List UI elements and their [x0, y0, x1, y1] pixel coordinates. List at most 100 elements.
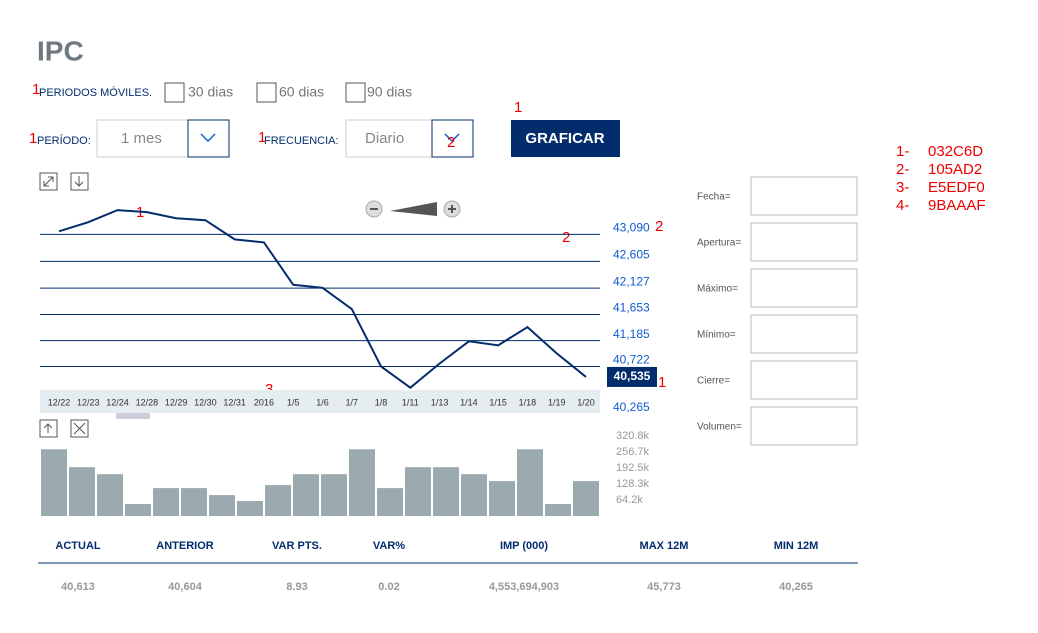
- y-tick-label: 41,185: [613, 327, 650, 341]
- legend-key: 1-: [896, 143, 909, 160]
- field-label: Fecha=: [697, 192, 731, 203]
- field-label: Volumen=: [697, 422, 742, 433]
- annotation: 1: [32, 81, 40, 98]
- x-tick-label: 12/22: [48, 397, 71, 407]
- dropdown-button[interactable]: [187, 119, 230, 158]
- x-tick-label: 2016: [254, 397, 274, 407]
- volume-bar: [461, 474, 487, 516]
- frequency-value: Diario: [365, 130, 404, 147]
- volume-bar: [293, 474, 319, 516]
- field-label: Apertura=: [697, 238, 741, 249]
- y-tick-label: 192.5k: [616, 462, 650, 474]
- volume-bar: [237, 501, 263, 516]
- x-tick-label: 1/11: [402, 397, 419, 407]
- legend-key: 2-: [896, 161, 909, 178]
- checkbox[interactable]: [345, 82, 366, 103]
- legend-value: 105AD2: [928, 161, 982, 178]
- volume-bar: [573, 481, 599, 516]
- y-tick-label: 40,265: [613, 400, 650, 414]
- annotation: 1: [29, 130, 37, 147]
- legend-value: 032C6D: [928, 143, 983, 160]
- last-value-box: [607, 366, 657, 387]
- x-tick-label: 1/5: [287, 397, 300, 407]
- scroll-handle[interactable]: [116, 413, 150, 419]
- icon: [73, 422, 86, 435]
- stat-header: IMP (000): [500, 540, 548, 552]
- annotation: 2: [562, 229, 570, 246]
- stat-value: 8.93: [286, 581, 307, 593]
- icon: [43, 176, 54, 187]
- option: 90 dias: [367, 84, 412, 100]
- stat-header: ACTUAL: [55, 540, 100, 552]
- field-box: [750, 314, 858, 354]
- volume-bar: [321, 474, 347, 516]
- y-tick-label: 43,090: [613, 221, 650, 235]
- frequency-label: FRECUENCIA:: [264, 135, 339, 147]
- x-tick-label: 12/30: [194, 397, 217, 407]
- x-axis-band: [40, 390, 600, 413]
- icon: [370, 208, 378, 210]
- stat-value: 40,613: [61, 581, 95, 593]
- annotation: 1: [514, 99, 522, 116]
- x-tick-label: 1/19: [548, 397, 566, 407]
- volume-bar: [489, 481, 515, 516]
- annotation: 3: [265, 381, 273, 398]
- x-tick-label: 12/23: [77, 397, 100, 407]
- checkbox[interactable]: [256, 82, 277, 103]
- field-box: [750, 268, 858, 308]
- last-value-label: 40,535: [614, 369, 651, 383]
- volume-bar: [209, 495, 235, 516]
- x-tick-label: 1/8: [375, 397, 388, 407]
- volume-bar: [265, 485, 291, 516]
- volume-bar: [349, 449, 375, 516]
- x-tick-label: 1/6: [316, 397, 329, 407]
- volume-bar: [405, 467, 431, 516]
- volume-bar: [69, 467, 95, 516]
- annotation: 1: [258, 129, 266, 146]
- field-label: Mínimo=: [697, 330, 736, 341]
- volume-bar: [181, 488, 207, 516]
- stat-header: ANTERIOR: [156, 540, 214, 552]
- period-value: 1 mes: [121, 130, 162, 147]
- dropdown-button[interactable]: [431, 119, 474, 158]
- annotation: 2: [447, 134, 455, 151]
- y-tick-label: 41,653: [613, 301, 650, 315]
- x-tick-label: 12/31: [223, 397, 246, 407]
- annotation: 2: [655, 218, 663, 235]
- volume-bar: [433, 467, 459, 516]
- chevron: [200, 133, 216, 143]
- stat-header: MIN 12M: [774, 540, 819, 552]
- y-tick-label: 42,127: [613, 274, 650, 288]
- zoom-slider[interactable]: [390, 202, 437, 216]
- icon: [74, 176, 84, 187]
- y-tick-label: 256.7k: [616, 446, 650, 458]
- x-tick-label: 1/14: [460, 397, 478, 407]
- legend-value: E5EDF0: [928, 179, 985, 196]
- icon: [448, 205, 456, 213]
- x-tick-label: 12/24: [106, 397, 129, 407]
- field-box: [750, 176, 858, 216]
- legend-key: 4-: [896, 197, 909, 214]
- legend-value: 9BAAAF: [928, 197, 986, 214]
- y-tick-label: 320.8k: [616, 430, 650, 442]
- x-tick-label: 1/7: [346, 397, 359, 407]
- x-tick-label: 12/29: [165, 397, 188, 407]
- field-box: [750, 406, 858, 446]
- stat-value: 45,773: [647, 581, 681, 593]
- y-tick-label: 42,605: [613, 248, 650, 262]
- field-box: [750, 222, 858, 262]
- checkbox[interactable]: [164, 82, 185, 103]
- volume-bar: [41, 449, 67, 516]
- stat-value: 0.02: [378, 581, 399, 593]
- price-line: [58, 209, 587, 389]
- option: 60 dias: [279, 84, 324, 100]
- field-label: Máximo=: [697, 284, 738, 295]
- stat-header: VAR PTS.: [272, 540, 322, 552]
- annotation: 1: [658, 374, 666, 391]
- stat-value: 4,553,694,903: [489, 581, 559, 593]
- graficar-button[interactable]: [511, 120, 620, 157]
- option: 30 dias: [188, 84, 233, 100]
- button-label: GRAFICAR: [525, 130, 604, 147]
- volume-bar: [97, 474, 123, 516]
